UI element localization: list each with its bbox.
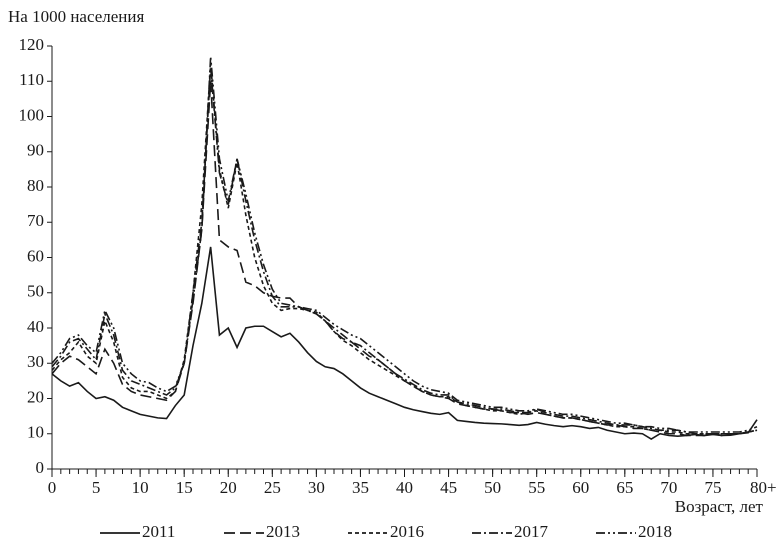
x-tick-label: 75 — [704, 478, 721, 497]
x-tick-label: 55 — [528, 478, 545, 497]
series-line — [51, 81, 758, 437]
y-axis-label: На 1000 населения — [8, 7, 144, 26]
x-tick-label: 40 — [396, 478, 413, 497]
series-line — [51, 56, 758, 433]
x-tick-label: 10 — [132, 478, 149, 497]
x-tick-label: 50 — [484, 478, 501, 497]
y-tick-label: 20 — [27, 387, 44, 406]
x-axis-label: Возраст, лет — [675, 497, 764, 516]
y-tick-label: 10 — [27, 423, 44, 442]
legend-label: 2017 — [514, 522, 549, 541]
legend-label: 2016 — [390, 522, 424, 541]
y-tick-label: 0 — [36, 458, 45, 477]
x-tick-label: 80+ — [750, 478, 777, 497]
x-tick-label: 60 — [572, 478, 589, 497]
y-tick-label: 120 — [19, 35, 45, 54]
legend-label: 2013 — [266, 522, 300, 541]
x-tick-label: 20 — [220, 478, 237, 497]
y-tick-label: 60 — [27, 246, 44, 265]
x-tick-label: 0 — [48, 478, 57, 497]
y-tick-label: 50 — [27, 282, 44, 301]
x-tick-label: 70 — [660, 478, 677, 497]
x-tick-label: 25 — [264, 478, 281, 497]
y-tick-label: 40 — [27, 317, 44, 336]
y-tick-label: 80 — [27, 176, 44, 195]
legend-label: 2011 — [142, 522, 175, 541]
legend-label: 2018 — [638, 522, 672, 541]
series-line — [51, 67, 758, 435]
y-tick-label: 30 — [27, 352, 44, 371]
y-tick-label: 110 — [19, 70, 44, 89]
y-tick-label: 100 — [19, 105, 45, 124]
series-line — [51, 246, 758, 440]
series-line — [51, 63, 758, 435]
x-tick-label: 45 — [440, 478, 457, 497]
x-tick-label: 35 — [352, 478, 369, 497]
x-tick-label: 30 — [308, 478, 325, 497]
x-tick-label: 15 — [176, 478, 193, 497]
x-tick-label: 5 — [92, 478, 101, 497]
x-tick-label: 65 — [616, 478, 633, 497]
y-tick-label: 70 — [27, 211, 44, 230]
y-tick-label: 90 — [27, 141, 44, 160]
